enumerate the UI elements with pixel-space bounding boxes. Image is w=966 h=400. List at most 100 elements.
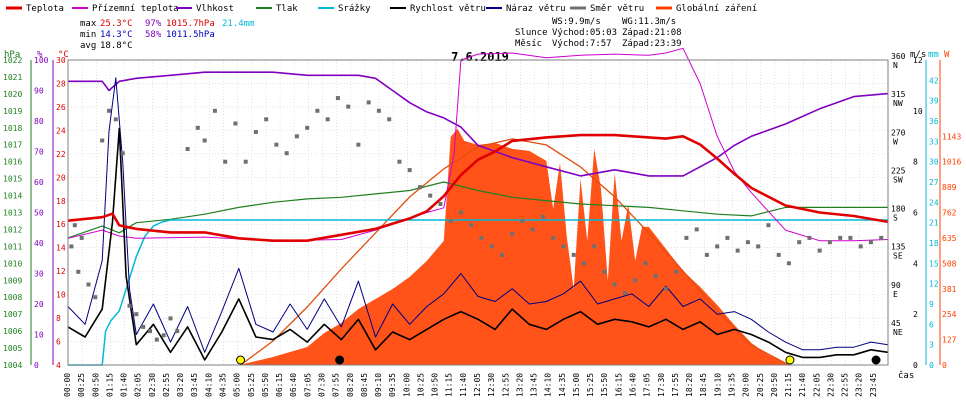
moonrise: Východ:7:57: [552, 39, 612, 49]
wind-direction-point: [879, 235, 884, 240]
wind-direction-point: [79, 235, 84, 240]
tick-time: 17:05: [643, 373, 652, 397]
tick-rain: 27: [929, 178, 939, 187]
tick-rain: 6: [929, 320, 934, 329]
tick-humidity: 90: [34, 87, 44, 96]
tick-time: 07:55: [332, 373, 341, 397]
tick-temperature: 20: [56, 173, 66, 182]
wind-direction-point: [168, 316, 173, 321]
axis-unit-hpa: hPa: [4, 50, 20, 60]
tick-radiation: 508: [942, 259, 957, 268]
stat-min-hum: 58%: [145, 30, 162, 40]
legend-item-teplota: Teplota: [6, 4, 64, 14]
wind-direction-point: [86, 282, 91, 287]
legend-item-smer-vetru: Směr větru: [570, 4, 644, 14]
series-teplota: [67, 133, 889, 242]
wind-direction-point: [195, 125, 200, 130]
tick-time: 10:50: [431, 373, 440, 397]
wind-direction-point: [387, 117, 392, 122]
tick-pressure: 1010: [3, 259, 22, 268]
tick-temperature: 30: [56, 56, 66, 65]
tick-time: 00:00: [63, 373, 72, 397]
tick-wind-direction-label: N: [893, 61, 898, 70]
tick-rain: 12: [929, 280, 939, 289]
tick-pressure: 1017: [3, 141, 22, 150]
tick-time: 03:20: [176, 373, 185, 397]
tick-radiation: 1016: [942, 158, 961, 167]
sun-markers: [236, 355, 881, 365]
wind-direction-point: [438, 202, 443, 206]
tick-pressure: 1004: [3, 361, 22, 370]
tick-time: 05:50: [261, 373, 270, 397]
tick-temperature: 22: [56, 150, 66, 159]
tick-time: 21:40: [798, 373, 807, 397]
wind-direction-point: [663, 286, 668, 291]
tick-time: 12:55: [501, 373, 510, 397]
tick-humidity: 70: [34, 148, 44, 157]
legend-label: Teplota: [26, 4, 64, 14]
tick-wind-direction: 135: [891, 243, 906, 252]
tick-time: 11:40: [459, 373, 468, 397]
tick-wind-direction-label: NW: [893, 99, 903, 108]
wind-direction-point: [551, 235, 556, 240]
tick-radiation: 1143: [942, 132, 961, 141]
tick-radiation: 635: [942, 234, 957, 243]
tick-time: 10:00: [402, 373, 411, 397]
wind-direction-point: [725, 235, 730, 240]
tick-rain: 0: [929, 361, 934, 370]
tick-time: 22:05: [812, 373, 821, 397]
wind-direction-point: [612, 282, 617, 287]
tick-wind: 8: [913, 158, 918, 167]
legend-label: Rychlost větru: [410, 4, 486, 14]
stat-max-rain: 21.4mm: [222, 19, 255, 29]
tick-pressure: 1022: [3, 56, 22, 65]
wind-direction-point: [735, 248, 740, 253]
tick-radiation: 762: [942, 209, 957, 218]
wind-direction-point: [745, 240, 750, 245]
tick-time: 18:45: [699, 373, 708, 397]
wind-direction-point: [264, 117, 269, 122]
tick-temperature: 14: [56, 244, 66, 253]
tick-wind-direction: 45: [891, 319, 901, 328]
tick-pressure: 1011: [3, 242, 22, 251]
tick-time: 09:35: [388, 373, 397, 397]
stat-avg-label: avg: [80, 41, 96, 51]
wind-direction-point: [100, 138, 105, 143]
wind-direction-point: [592, 244, 597, 249]
tick-humidity: 20: [34, 300, 44, 309]
wind-direction-point: [243, 159, 248, 164]
moonset: Západ:23:39: [622, 39, 682, 49]
tick-time: 23:45: [869, 373, 878, 397]
wind-direction-point: [469, 223, 474, 228]
tick-time: 18:20: [685, 373, 694, 397]
tick-time: 08:20: [346, 373, 355, 397]
tick-wind-direction: 180: [891, 205, 906, 214]
wind-direction-point: [185, 147, 190, 151]
stat-max-label: max: [80, 19, 97, 29]
wind-direction-point: [76, 269, 81, 274]
tick-time: 16:15: [614, 373, 623, 397]
wind-direction-point: [325, 117, 330, 122]
tick-humidity: 0: [34, 361, 39, 370]
stats: max 25.3°C 97% 1015.7hPa 21.4mm min 14.3…: [80, 19, 255, 51]
tick-temperature: 18: [56, 197, 66, 206]
tick-time: 14:10: [544, 373, 553, 397]
tick-time: 20:00: [742, 373, 751, 397]
tick-wind-direction-label: SW: [893, 175, 903, 184]
stat-min-label: min: [80, 30, 96, 40]
tick-rain: 21: [929, 219, 939, 228]
tick-rain: 39: [929, 97, 939, 106]
wind-direction-point: [643, 261, 648, 266]
tick-wind-direction-label: S: [893, 214, 898, 223]
wind-direction-point: [154, 337, 159, 342]
tick-wind-direction-label: E: [893, 290, 898, 299]
tick-time: 13:45: [530, 373, 539, 397]
tick-time: 07:05: [303, 373, 312, 397]
series-globalni-zareni: [238, 128, 789, 365]
tick-humidity: 60: [34, 178, 44, 187]
wind-direction-point: [202, 138, 207, 143]
tick-time: 01:15: [105, 373, 114, 397]
radiation-series: [238, 128, 790, 366]
tick-radiation: 254: [942, 310, 957, 319]
